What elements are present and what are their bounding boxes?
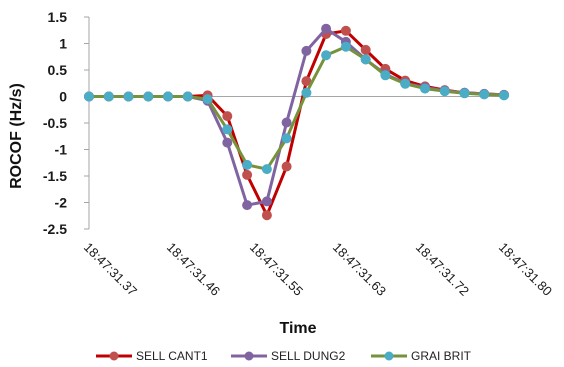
data-point bbox=[202, 94, 213, 105]
data-point bbox=[400, 78, 411, 89]
legend-marker-swatch bbox=[384, 351, 394, 361]
data-point bbox=[222, 111, 233, 122]
x-tick-label: 18:47:31.80 bbox=[496, 240, 555, 299]
x-tick-label: 18:47:31.37 bbox=[81, 240, 140, 299]
data-point bbox=[321, 50, 332, 61]
x-axis: 18:47:31.37 18:47:31.46 18:47:31.55 18:47:3… bbox=[81, 96, 555, 299]
data-point bbox=[301, 45, 312, 56]
data-point bbox=[143, 91, 154, 102]
data-point bbox=[420, 83, 430, 94]
data-point bbox=[439, 86, 450, 97]
series-line bbox=[87, 29, 506, 217]
legend-marker-swatch bbox=[109, 351, 119, 361]
data-point bbox=[261, 210, 272, 221]
data-point bbox=[281, 161, 292, 172]
data-point bbox=[301, 87, 312, 98]
legend-item: SELL CANT1 bbox=[96, 349, 208, 363]
data-point bbox=[281, 133, 292, 144]
y-tick-label: 1.5 bbox=[48, 9, 68, 25]
legend-label: SELL DUNG2 bbox=[271, 349, 346, 363]
data-point bbox=[479, 89, 490, 100]
data-point bbox=[242, 200, 253, 211]
legend-label: SELL CANT1 bbox=[136, 349, 208, 363]
legend-marker-swatch bbox=[244, 351, 254, 361]
y-tick-label: -1.5 bbox=[43, 168, 67, 184]
data-point bbox=[242, 169, 253, 180]
data-point bbox=[340, 25, 351, 36]
series-line bbox=[87, 45, 506, 171]
data-point bbox=[360, 44, 371, 55]
y-tick-label: 1 bbox=[59, 36, 67, 52]
data-point bbox=[163, 91, 173, 102]
data-point bbox=[380, 70, 391, 81]
data-point bbox=[222, 124, 233, 135]
legend-item: SELL DUNG2 bbox=[231, 349, 346, 363]
data-point bbox=[281, 117, 292, 128]
y-tick-label: 0.5 bbox=[48, 62, 68, 78]
legend-label: GRAI BRIT bbox=[411, 349, 472, 363]
y-axis: 1.5 1 0.5 0 -0.5 -1 -1.5 -2 -2.5 bbox=[43, 9, 90, 237]
x-tick-label: 18:47:31.72 bbox=[413, 240, 472, 299]
data-point bbox=[123, 91, 134, 102]
x-tick-label: 18:47:31.63 bbox=[330, 240, 389, 299]
data-point bbox=[261, 164, 272, 175]
y-axis-title: ROCOF (Hz/s) bbox=[8, 83, 25, 189]
series-sell-cant1 bbox=[84, 25, 509, 221]
data-point bbox=[182, 91, 193, 102]
data-point bbox=[499, 90, 509, 101]
data-point bbox=[340, 41, 351, 52]
x-axis-title: Time bbox=[279, 320, 316, 337]
data-point bbox=[459, 88, 470, 99]
data-point bbox=[360, 54, 371, 65]
data-point bbox=[242, 159, 253, 170]
data-point bbox=[222, 137, 233, 148]
y-tick-label: -1 bbox=[55, 142, 68, 158]
data-point bbox=[321, 23, 332, 34]
data-point bbox=[103, 91, 114, 102]
x-tick-label: 18:47:31.55 bbox=[247, 240, 306, 299]
data-point bbox=[261, 196, 272, 207]
y-tick-label: -2 bbox=[55, 195, 68, 211]
x-tick-label: 18:47:31.46 bbox=[164, 240, 223, 299]
legend-item: GRAI BRIT bbox=[371, 349, 472, 363]
y-tick-label: -0.5 bbox=[43, 115, 67, 131]
data-point bbox=[84, 91, 94, 102]
y-tick-label: -2.5 bbox=[43, 221, 67, 237]
legend: SELL CANT1 SELL DUNG2 GRAI BRIT bbox=[96, 349, 472, 363]
y-tick-label: 0 bbox=[59, 89, 67, 105]
series-grai-brit bbox=[84, 41, 509, 175]
series-layer bbox=[84, 23, 509, 221]
